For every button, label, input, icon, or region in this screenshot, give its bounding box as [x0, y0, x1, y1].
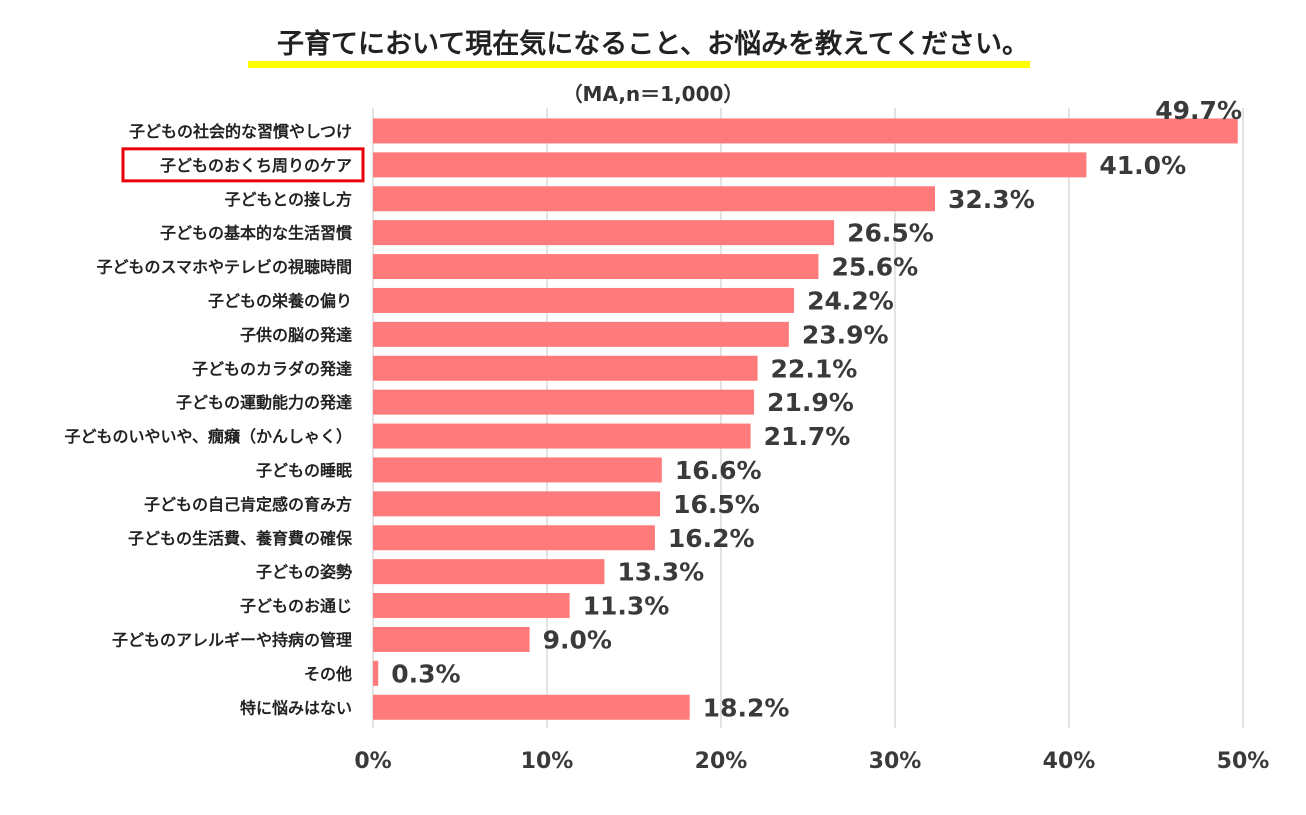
- value-label: 25.6%: [831, 253, 918, 282]
- category-label: 子どものいやいや、癇癪（かんしゃく）: [64, 427, 352, 446]
- labels: 0% 10% 20% 30% 40% 50% 子どもの社会的な習慣やしつけ 49.7% 子どもの…: [64, 96, 1269, 774]
- bar: [373, 660, 379, 686]
- bar: [373, 694, 690, 720]
- value-label: 21.7%: [764, 422, 851, 451]
- value-label: 23.9%: [802, 320, 889, 349]
- value-label: 13.3%: [617, 558, 704, 587]
- value-label: 32.3%: [948, 185, 1035, 214]
- bar: [373, 287, 795, 313]
- category-label: 子どものカラダの発達: [192, 359, 352, 378]
- category-label: 子どものスマホやテレビの視聴時間: [96, 258, 352, 277]
- x-tick-label: 10%: [521, 749, 574, 774]
- category-label: 子どもの睡眠: [256, 461, 352, 480]
- bar: [373, 321, 789, 347]
- category-label: 子供の脳の発達: [240, 325, 352, 344]
- bar: [373, 559, 605, 585]
- category-label: 子どもの社会的な習慣やしつけ: [129, 122, 352, 141]
- gridlines: [372, 108, 1244, 729]
- bar: [373, 593, 570, 619]
- x-tick-label: 20%: [695, 749, 748, 774]
- category-label: 子どもとの接し方: [224, 190, 352, 209]
- category-label: 子どものおくち周りのケア: [160, 156, 352, 175]
- category-label: 子どもの姿勢: [256, 563, 352, 582]
- chart-title: 子育てにおいて現在気になること、お悩みを教えてください。: [277, 29, 1029, 60]
- bar: [373, 220, 835, 246]
- value-label: 41.0%: [1099, 151, 1186, 180]
- bar: [373, 525, 655, 551]
- category-label: 子どもの運動能力の発達: [176, 393, 352, 412]
- category-label: その他: [304, 664, 352, 683]
- value-label: 16.5%: [673, 490, 760, 519]
- value-label: 24.2%: [807, 286, 894, 315]
- value-label: 22.1%: [771, 354, 858, 383]
- value-label: 49.7%: [1155, 96, 1242, 125]
- x-tick-label: 40%: [1043, 749, 1096, 774]
- category-label: 子どもの生活費、養育費の確保: [128, 529, 353, 548]
- category-label: 子どもの基本的な生活習慣: [160, 224, 352, 243]
- x-tick-label: 30%: [869, 749, 922, 774]
- chart-subtitle: （MA,n＝1,000）: [562, 82, 744, 106]
- bar: [373, 186, 936, 212]
- category-label: 子どもの自己肯定感の育み方: [144, 495, 352, 514]
- value-label: 11.3%: [583, 592, 670, 621]
- x-tick-label: 50%: [1217, 749, 1270, 774]
- value-label: 18.2%: [703, 693, 790, 722]
- bar: [373, 423, 751, 449]
- highlight-box: [121, 147, 365, 183]
- bars: [373, 118, 1238, 720]
- bar: [373, 389, 755, 415]
- category-label: 子どものお通じ: [240, 597, 352, 616]
- category-label: 子どもの栄養の偏り: [208, 291, 352, 310]
- value-label: 16.2%: [668, 524, 755, 553]
- title-highlight-underline: [248, 61, 1030, 68]
- value-label: 9.0%: [543, 625, 612, 654]
- bar: [373, 626, 530, 652]
- bar: [373, 457, 662, 483]
- x-tick-label: 0%: [354, 749, 391, 774]
- bar: [373, 118, 1238, 144]
- value-label: 21.9%: [767, 388, 854, 417]
- category-label: 特に悩みはない: [240, 698, 352, 717]
- bar: [373, 491, 661, 517]
- value-label: 26.5%: [847, 219, 934, 248]
- bar: [373, 152, 1087, 178]
- value-label: 16.6%: [675, 456, 762, 485]
- category-label: 子どものアレルギーや持病の管理: [112, 630, 352, 649]
- bar: [373, 254, 819, 280]
- value-label: 0.3%: [391, 659, 460, 688]
- bar: [373, 355, 758, 381]
